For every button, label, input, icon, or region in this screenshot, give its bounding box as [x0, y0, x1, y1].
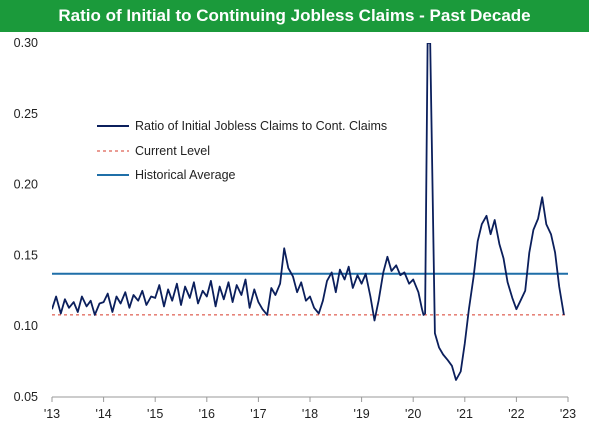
legend-ratio-label: Ratio of Initial Jobless Claims to Cont.…: [135, 119, 387, 133]
y-tick-label: 0.20: [14, 178, 38, 192]
legend: Ratio of Initial Jobless Claims to Cont.…: [97, 119, 387, 182]
title-bar: [0, 0, 589, 32]
y-tick-label: 0.25: [14, 107, 38, 121]
x-tick-label: '18: [302, 407, 318, 421]
legend-current-level-label: Current Level: [135, 144, 210, 158]
x-tick-label: '21: [457, 407, 473, 421]
x-tick-label: '13: [44, 407, 60, 421]
x-tick-label: '20: [405, 407, 421, 421]
x-tick-label: '22: [508, 407, 524, 421]
chart-title: Ratio of Initial to Continuing Jobless C…: [58, 6, 531, 25]
x-tick-label: '16: [199, 407, 215, 421]
reference-lines: [52, 272, 568, 316]
series-group: [52, 43, 565, 381]
y-tick-label: 0.05: [14, 390, 38, 404]
y-tick-label: 0.10: [14, 319, 38, 333]
x-tick-label: '17: [250, 407, 266, 421]
x-tick-label: '23: [560, 407, 576, 421]
ratio-series-line: [52, 43, 565, 381]
x-tick-label: '15: [147, 407, 163, 421]
x-tick-label: '14: [95, 407, 111, 421]
x-tick-label: '19: [353, 407, 369, 421]
axes: 0.05 0.10 0.15 0.20 0.25 0.30 '13 '14 '15 '16 '17 '…: [14, 36, 577, 421]
legend-historical-average-label: Historical Average: [135, 168, 236, 182]
y-tick-label: 0.15: [14, 248, 38, 262]
y-tick-label: 0.30: [14, 36, 38, 50]
